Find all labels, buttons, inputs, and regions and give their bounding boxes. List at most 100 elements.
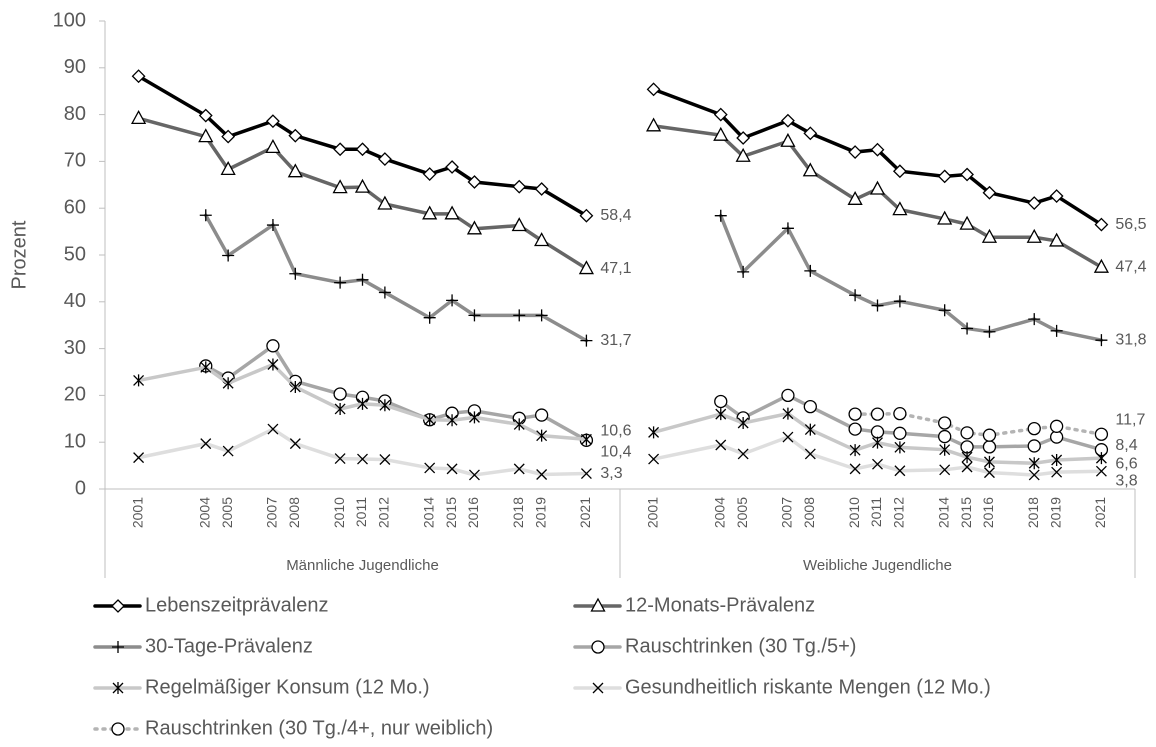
- marker: [1051, 453, 1063, 466]
- marker-shape: [1094, 427, 1109, 441]
- marker: [648, 453, 660, 465]
- marker: [960, 426, 974, 440]
- marker: [1093, 258, 1110, 273]
- marker: [714, 394, 728, 409]
- marker: [534, 408, 549, 422]
- marker-shape: [512, 179, 527, 194]
- marker-shape: [938, 416, 952, 430]
- value-label: 10,4: [600, 444, 631, 461]
- marker-shape: [332, 179, 348, 194]
- marker: [289, 267, 302, 280]
- marker: [893, 426, 907, 440]
- marker: [937, 169, 952, 184]
- marker: [131, 69, 146, 84]
- marker: [580, 468, 592, 480]
- marker-shape: [357, 397, 368, 410]
- marker: [133, 452, 145, 464]
- marker-shape: [200, 438, 212, 450]
- marker-shape: [1049, 419, 1064, 433]
- marker-shape: [894, 441, 906, 454]
- marker: [983, 325, 996, 338]
- marker: [379, 454, 391, 465]
- marker-shape: [892, 201, 908, 216]
- marker-shape: [782, 407, 794, 420]
- marker: [736, 131, 751, 145]
- marker: [1094, 427, 1109, 441]
- marker: [804, 264, 817, 277]
- legend-label: Lebenszeitprävalenz: [145, 594, 328, 616]
- value-label: 8,4: [1115, 437, 1137, 454]
- marker: [468, 411, 480, 424]
- marker-shape: [869, 180, 886, 195]
- marker: [446, 414, 458, 427]
- marker-shape: [536, 469, 548, 480]
- marker-shape: [334, 453, 346, 465]
- marker-shape: [804, 423, 816, 436]
- marker: [1050, 324, 1063, 337]
- x-tick-label: 2005: [219, 497, 235, 528]
- marker-shape: [982, 440, 997, 454]
- x-tick-label: 2018: [1025, 497, 1041, 528]
- marker-shape: [266, 219, 279, 232]
- marker-shape: [893, 426, 907, 440]
- marker: [848, 145, 863, 159]
- marker-shape: [782, 431, 794, 443]
- marker: [781, 388, 795, 403]
- marker: [333, 387, 347, 401]
- value-label: 3,3: [600, 465, 622, 482]
- marker: [200, 438, 212, 450]
- marker: [354, 178, 371, 193]
- marker: [513, 309, 526, 322]
- legend-label: Regelmäßiger Konsum (12 Mo.): [145, 676, 430, 698]
- x-tick-label: 2011: [868, 497, 884, 527]
- panel-label: Männliche Jugendliche: [286, 557, 439, 574]
- marker: [591, 640, 605, 654]
- marker: [198, 128, 214, 143]
- marker: [112, 641, 124, 653]
- value-label: 31,7: [600, 332, 631, 349]
- marker: [1027, 439, 1041, 453]
- marker: [200, 361, 212, 374]
- marker: [939, 443, 951, 456]
- marker: [646, 82, 661, 97]
- marker-shape: [377, 152, 392, 166]
- legend-label: Gesundheitlich riskante Mengen (12 Mo.): [625, 676, 991, 698]
- marker-shape: [982, 185, 997, 200]
- marker: [423, 311, 436, 324]
- y-tick-label: 30: [64, 337, 86, 359]
- value-label: 6,6: [1115, 455, 1137, 472]
- marker-shape: [804, 448, 816, 460]
- marker: [199, 209, 212, 222]
- x-tick-label: 2019: [1047, 497, 1063, 528]
- x-tick-label: 2010: [331, 497, 347, 528]
- marker: [894, 465, 906, 477]
- marker-shape: [847, 190, 863, 205]
- marker: [422, 205, 438, 220]
- x-tick-label: 2011: [353, 497, 369, 527]
- marker-shape: [221, 129, 236, 144]
- marker-shape: [803, 126, 818, 141]
- marker-shape: [536, 429, 548, 442]
- marker-shape: [535, 309, 548, 322]
- marker-shape: [200, 361, 212, 374]
- marker-shape: [534, 232, 550, 247]
- marker: [221, 129, 236, 144]
- marker: [1028, 469, 1040, 481]
- marker: [334, 453, 346, 465]
- marker: [289, 380, 301, 393]
- marker: [714, 209, 727, 222]
- x-tick-label: 2016: [980, 497, 996, 528]
- marker-shape: [736, 131, 751, 145]
- marker-shape: [1026, 228, 1042, 243]
- marker-shape: [220, 160, 236, 176]
- marker-shape: [981, 228, 998, 243]
- marker: [445, 160, 459, 174]
- marker-shape: [1027, 439, 1041, 453]
- marker: [961, 461, 973, 473]
- x-tick-label: 2015: [443, 497, 459, 528]
- marker-shape: [645, 117, 662, 132]
- y-tick-label: 20: [64, 384, 86, 406]
- marker-shape: [849, 463, 861, 475]
- y-tick-label: 10: [64, 430, 86, 452]
- marker-shape: [937, 210, 953, 225]
